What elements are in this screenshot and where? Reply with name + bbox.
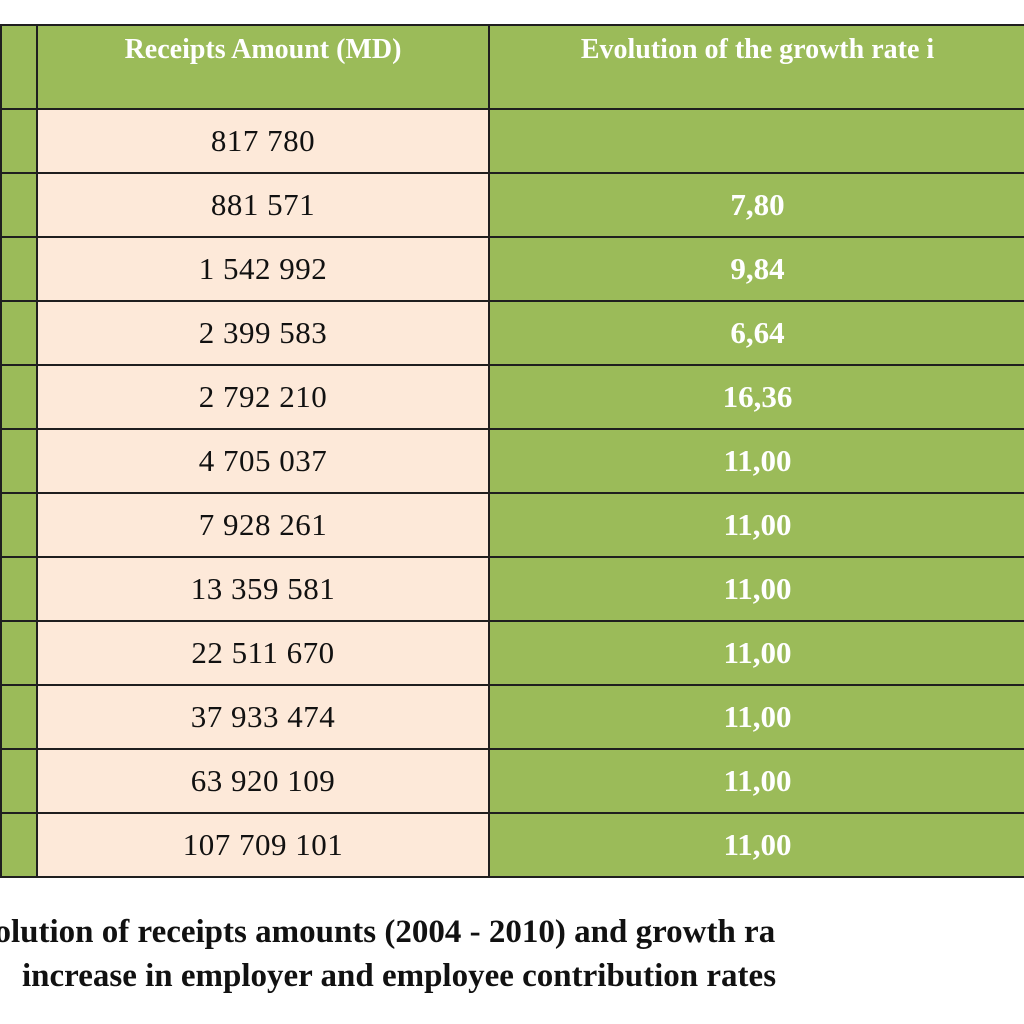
table-row: 7 928 261 11,00 (0, 492, 1024, 558)
table-row: 37 933 474 11,00 (0, 684, 1024, 750)
rate-cell: 11,00 (488, 812, 1024, 878)
year-cell (0, 108, 38, 174)
rate-cell: 11,00 (488, 748, 1024, 814)
amount-cell: 63 920 109 (36, 748, 490, 814)
table-row: 4 705 037 11,00 (0, 428, 1024, 494)
rate-cell: 7,80 (488, 172, 1024, 238)
year-cell (0, 492, 38, 558)
year-cell (0, 748, 38, 814)
amount-cell: 1 542 992 (36, 236, 490, 302)
year-cell (0, 812, 38, 878)
amount-cell: 2 792 210 (36, 364, 490, 430)
year-cell (0, 236, 38, 302)
table-header-row: Receipts Amount (MD) Evolution of the gr… (0, 24, 1024, 110)
table-row: 2 399 583 6,64 (0, 300, 1024, 366)
rate-cell: 11,00 (488, 556, 1024, 622)
receipts-table: Receipts Amount (MD) Evolution of the gr… (0, 24, 1024, 878)
caption-line-1: volution of receipts amounts (2004 - 201… (0, 914, 776, 950)
amount-cell: 22 511 670 (36, 620, 490, 686)
year-cell (0, 300, 38, 366)
rate-cell (488, 108, 1024, 174)
year-cell (0, 684, 38, 750)
table-row: 107 709 101 11,00 (0, 812, 1024, 878)
table-caption: volution of receipts amounts (2004 - 201… (0, 910, 1024, 998)
year-cell (0, 364, 38, 430)
year-cell (0, 172, 38, 238)
table-row: 13 359 581 11,00 (0, 556, 1024, 622)
year-cell (0, 428, 38, 494)
table-row: 881 571 7,80 (0, 172, 1024, 238)
amount-cell: 4 705 037 (36, 428, 490, 494)
table-row: 63 920 109 11,00 (0, 748, 1024, 814)
rate-cell: 11,00 (488, 684, 1024, 750)
rate-cell: 11,00 (488, 428, 1024, 494)
rate-cell: 16,36 (488, 364, 1024, 430)
amount-cell: 7 928 261 (36, 492, 490, 558)
table-row: 22 511 670 11,00 (0, 620, 1024, 686)
rate-cell: 11,00 (488, 620, 1024, 686)
table-row: 1 542 992 9,84 (0, 236, 1024, 302)
caption-line-2: increase in employer and employee contri… (22, 958, 777, 994)
table-row: 817 780 (0, 108, 1024, 174)
rate-cell: 9,84 (488, 236, 1024, 302)
header-growth-rate: Evolution of the growth rate i (488, 24, 1024, 110)
rate-cell: 11,00 (488, 492, 1024, 558)
header-receipts-amount: Receipts Amount (MD) (36, 24, 490, 110)
table-row: 2 792 210 16,36 (0, 364, 1024, 430)
year-cell (0, 556, 38, 622)
year-cell (0, 620, 38, 686)
amount-cell: 107 709 101 (36, 812, 490, 878)
amount-cell: 13 359 581 (36, 556, 490, 622)
rate-cell: 6,64 (488, 300, 1024, 366)
header-year (0, 24, 38, 110)
amount-cell: 37 933 474 (36, 684, 490, 750)
amount-cell: 881 571 (36, 172, 490, 238)
amount-cell: 2 399 583 (36, 300, 490, 366)
amount-cell: 817 780 (36, 108, 490, 174)
